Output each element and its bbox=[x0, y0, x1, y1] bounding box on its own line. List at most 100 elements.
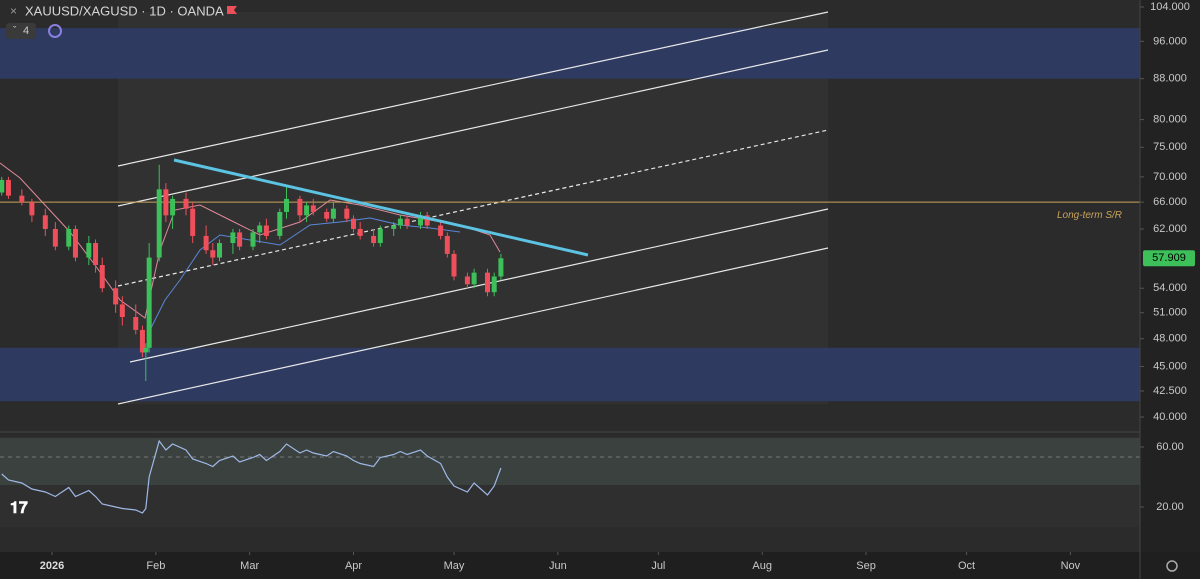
settings-icon[interactable] bbox=[1166, 560, 1178, 572]
candle-body bbox=[29, 202, 35, 216]
candle-body bbox=[404, 218, 410, 226]
candle-body bbox=[397, 218, 403, 226]
candle-body bbox=[86, 243, 92, 258]
candle-body bbox=[0, 179, 5, 193]
last-price-label: 57.909 bbox=[1152, 252, 1186, 264]
y-tick-label: 96.000 bbox=[1153, 35, 1187, 47]
candle-body bbox=[438, 225, 444, 236]
x-tick-label: Oct bbox=[958, 560, 975, 572]
y-tick-label: 62.000 bbox=[1153, 223, 1187, 235]
candle-body bbox=[217, 243, 222, 258]
time-axis-bg bbox=[0, 552, 1200, 579]
x-tick-label: Sep bbox=[856, 560, 876, 572]
candle-body bbox=[284, 198, 289, 212]
tv-logo: 𝟏𝟕 bbox=[10, 500, 28, 517]
candle-body bbox=[485, 272, 490, 293]
candle-body bbox=[66, 228, 72, 247]
y-tick-label: 45.000 bbox=[1153, 360, 1187, 372]
candle-body bbox=[491, 276, 497, 293]
candle-body bbox=[357, 228, 363, 236]
y-tick-label: 66.000 bbox=[1153, 196, 1187, 208]
candle-body bbox=[156, 189, 162, 258]
candle-body bbox=[93, 243, 99, 266]
candle-body bbox=[304, 205, 310, 216]
candle-body bbox=[250, 232, 256, 247]
x-tick-label: Jun bbox=[549, 560, 567, 572]
y-tick-label: 60.00 bbox=[1156, 441, 1184, 453]
candle-body bbox=[471, 272, 477, 285]
y-tick-label: 51.000 bbox=[1153, 307, 1187, 319]
rsi-band bbox=[0, 438, 1140, 485]
candle-body bbox=[72, 228, 78, 258]
candle-body bbox=[297, 198, 303, 216]
sync-icon[interactable] bbox=[48, 24, 62, 38]
candle-body bbox=[146, 257, 152, 348]
candle-body bbox=[203, 235, 209, 251]
x-tick-label: Mar bbox=[240, 560, 259, 572]
last-price-box bbox=[1143, 250, 1195, 267]
candle-body bbox=[237, 232, 243, 247]
close-icon[interactable]: × bbox=[10, 4, 17, 18]
candle-body bbox=[42, 215, 48, 229]
indicator-toggle[interactable] bbox=[6, 23, 36, 39]
candle-body bbox=[99, 265, 105, 289]
candle-body bbox=[344, 208, 350, 219]
candle-body bbox=[19, 195, 25, 203]
y-tick-label: 80.000 bbox=[1153, 113, 1187, 125]
candle-body bbox=[170, 198, 176, 216]
candle-body bbox=[371, 235, 377, 244]
candle-body bbox=[324, 211, 330, 219]
candle-body bbox=[310, 205, 316, 212]
x-tick-label: Aug bbox=[752, 560, 772, 572]
candle-body bbox=[230, 232, 236, 244]
y-tick-label: 75.000 bbox=[1153, 141, 1187, 153]
x-tick-label: Jul bbox=[651, 560, 665, 572]
candle-body bbox=[330, 208, 336, 219]
y-tick-label: 42.500 bbox=[1153, 385, 1187, 397]
candle-body bbox=[444, 235, 450, 254]
channel-line bbox=[117, 49, 829, 207]
candle-body bbox=[377, 228, 383, 244]
channel bbox=[117, 11, 829, 405]
channel-mid bbox=[117, 129, 829, 287]
candle-body bbox=[5, 179, 11, 196]
zone bbox=[0, 347, 1140, 402]
x-tick-label: Apr bbox=[345, 560, 362, 572]
indicator-count: 4 bbox=[23, 25, 29, 37]
candle-body bbox=[391, 225, 397, 229]
candle-body bbox=[139, 329, 145, 353]
candle-body bbox=[464, 276, 470, 285]
channel-line bbox=[117, 247, 829, 405]
candle-body bbox=[133, 316, 139, 330]
trendline bbox=[173, 158, 589, 257]
x-tick-label: May bbox=[444, 560, 465, 572]
y-tick-label: 40.000 bbox=[1153, 411, 1187, 423]
channel-line bbox=[117, 11, 829, 167]
y-tick-label: 104.000 bbox=[1150, 1, 1190, 13]
candle-body bbox=[451, 253, 457, 277]
candle-body bbox=[351, 218, 356, 229]
candle-body bbox=[143, 347, 149, 353]
candle-body bbox=[52, 228, 58, 247]
candle-body bbox=[119, 304, 125, 317]
candle-body bbox=[498, 258, 504, 277]
candle-body bbox=[257, 225, 263, 233]
candle-body bbox=[183, 198, 189, 209]
zone bbox=[0, 28, 1140, 79]
y-tick-label: 20.00 bbox=[1156, 501, 1184, 513]
channel-line bbox=[129, 208, 829, 363]
candle-body bbox=[424, 215, 430, 226]
chevron: ˇ bbox=[13, 25, 17, 37]
y-tick-label: 70.000 bbox=[1153, 171, 1187, 183]
candle-body bbox=[263, 225, 269, 236]
x-tick-label: Feb bbox=[146, 560, 165, 572]
y-tick-label: 54.000 bbox=[1153, 282, 1187, 294]
candle-body bbox=[163, 189, 169, 216]
candle-body bbox=[418, 215, 423, 226]
candle-body bbox=[210, 250, 216, 258]
candle-body bbox=[190, 208, 196, 236]
support-label: Long-term S/R bbox=[1057, 210, 1122, 221]
flag-icon[interactable] bbox=[227, 6, 237, 14]
